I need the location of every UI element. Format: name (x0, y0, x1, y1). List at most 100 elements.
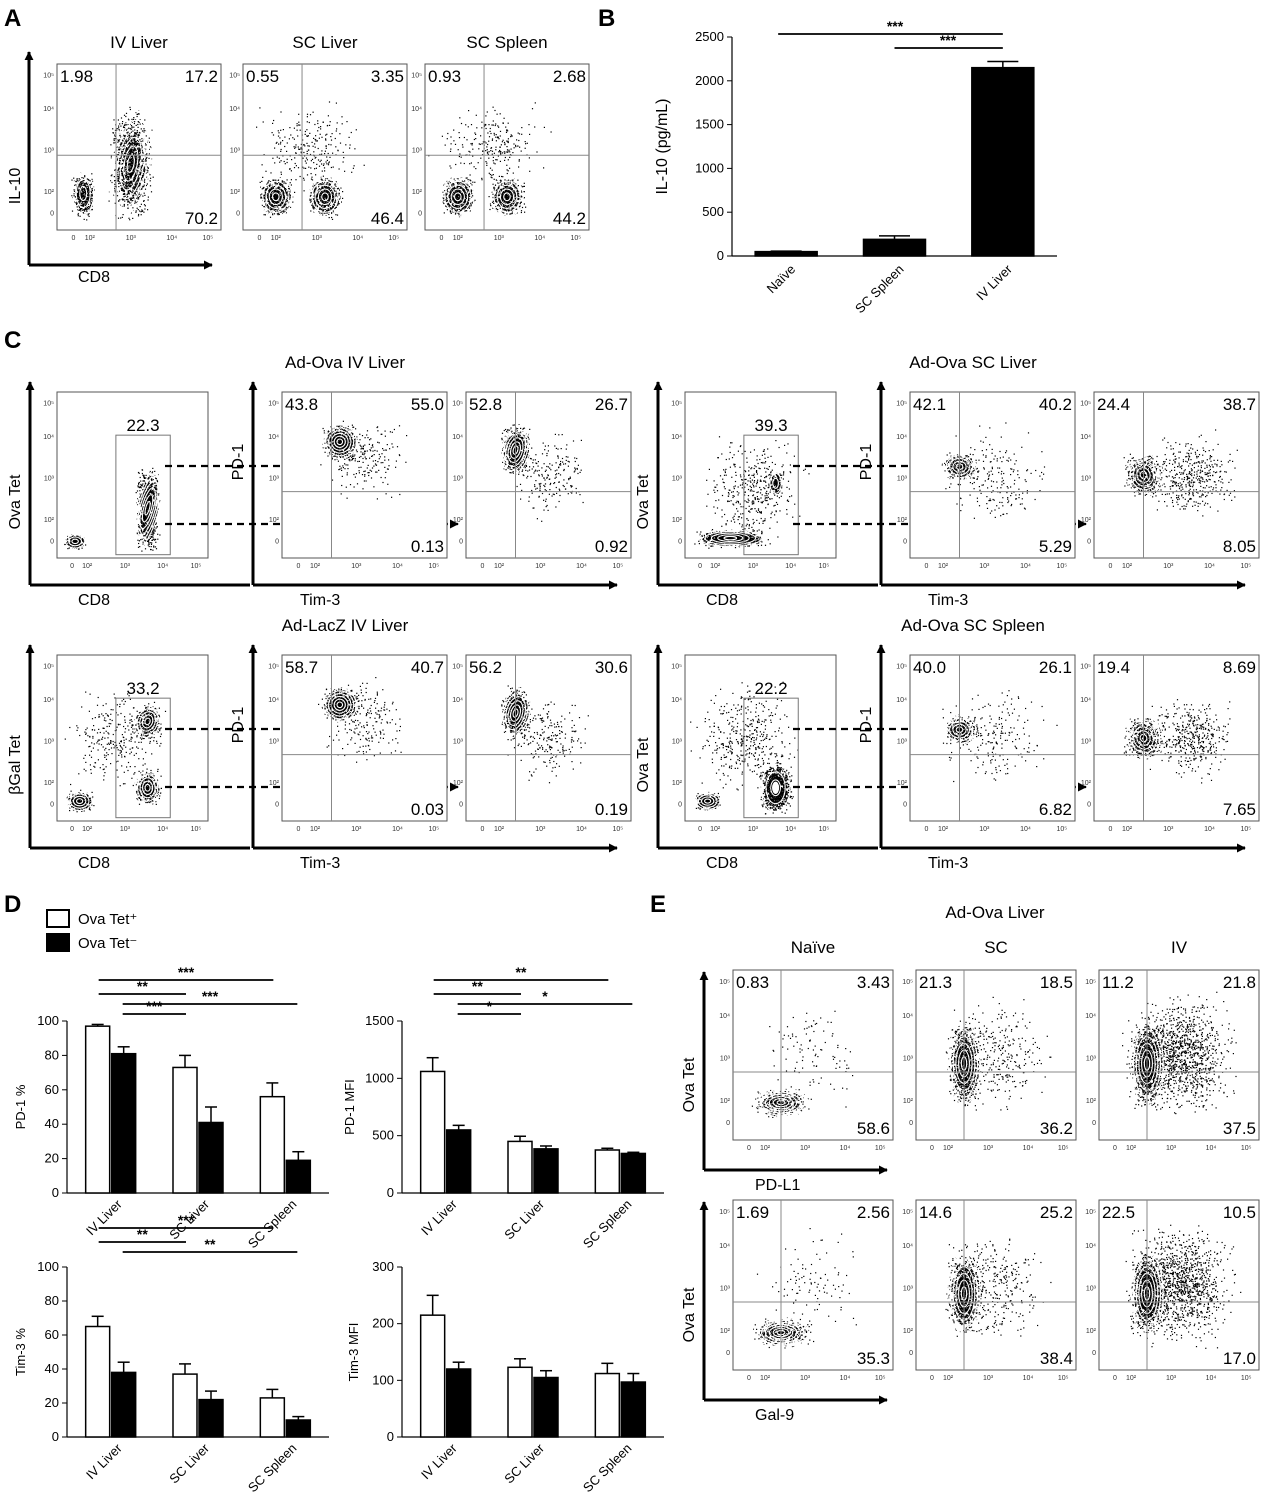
event-dot (81, 177, 83, 179)
event-dot (121, 139, 124, 141)
axis-label-cd8: CD8 (78, 269, 110, 286)
event-dot (325, 161, 327, 163)
event-dot (128, 164, 130, 166)
event-dot (307, 145, 309, 147)
event-dot (130, 142, 132, 145)
event-dot (124, 124, 126, 126)
event-dot (290, 134, 292, 136)
event-dot (133, 187, 135, 190)
event-dot (120, 170, 122, 172)
event-dot (128, 146, 130, 148)
event-dot (506, 198, 508, 200)
event-dot (132, 188, 134, 190)
event-dot (147, 167, 149, 169)
event-dot (135, 180, 138, 182)
event-dot (271, 132, 273, 134)
event-dot (113, 119, 115, 121)
event-dot (117, 176, 119, 178)
event-dot (139, 123, 141, 125)
event-dot (136, 207, 138, 209)
event-dot (278, 181, 280, 184)
event-dot (325, 147, 327, 149)
event-dot (113, 138, 115, 140)
event-dot (91, 195, 93, 197)
event-dot (126, 179, 128, 181)
event-dot (285, 200, 287, 203)
contour-ring (75, 178, 91, 209)
event-dot (518, 193, 520, 195)
event-dot (145, 157, 147, 159)
event-dot (80, 189, 82, 191)
event-dot (128, 119, 130, 121)
event-dot (319, 212, 321, 214)
event-dot (122, 166, 124, 168)
event-dot (281, 184, 283, 187)
event-dot (458, 181, 460, 183)
event-dot (450, 212, 452, 214)
event-dot (118, 140, 120, 142)
event-dot (129, 144, 132, 146)
event-dot (288, 193, 290, 195)
event-dot (148, 157, 150, 159)
event-dot (322, 191, 324, 193)
event-dot (79, 202, 81, 204)
event-dot (138, 167, 140, 169)
event-dot (330, 136, 332, 138)
event-dot (77, 198, 79, 200)
event-dot (71, 195, 73, 197)
event-dot (332, 210, 334, 212)
event-dot (127, 185, 129, 187)
event-dot (133, 134, 135, 136)
event-dot (84, 189, 86, 191)
event-dot (466, 177, 468, 179)
event-dot (125, 151, 127, 153)
event-dot (276, 201, 278, 203)
event-dot (455, 195, 457, 197)
event-dot (264, 198, 267, 200)
event-dot (134, 164, 136, 166)
event-dot (116, 155, 118, 157)
event-dot (326, 156, 328, 158)
event-dot (333, 204, 335, 206)
event-dot (500, 202, 502, 204)
event-dot (338, 168, 340, 170)
event-dot (464, 192, 466, 194)
panel-letter-a: A (4, 5, 21, 32)
event-dot (135, 210, 137, 212)
event-dot (273, 200, 275, 202)
event-dot (143, 184, 145, 186)
event-dot (319, 133, 321, 135)
event-dot (121, 142, 123, 144)
event-dot (133, 122, 135, 125)
event-dot (82, 180, 84, 183)
event-dot (144, 194, 146, 196)
event-dot (314, 123, 316, 126)
event-dot (459, 196, 461, 198)
event-dot (88, 186, 90, 188)
event-dot (133, 195, 135, 197)
event-dot (502, 208, 504, 210)
event-dot (149, 185, 152, 187)
event-dot (505, 195, 507, 197)
event-dot (86, 198, 88, 200)
event-dot (293, 138, 295, 140)
event-dot (264, 190, 267, 192)
event-dot (126, 149, 128, 151)
event-dot (78, 183, 81, 185)
event-dot (78, 193, 80, 195)
event-dot (284, 211, 286, 213)
event-dot (464, 180, 466, 182)
event-dot (142, 175, 144, 178)
event-dot (150, 177, 152, 179)
event-dot (455, 163, 457, 166)
event-dot (138, 174, 140, 176)
event-dot (141, 174, 143, 177)
event-dot (273, 190, 275, 192)
event-dot (275, 142, 277, 144)
event-dot (127, 156, 129, 158)
event-dot (133, 180, 135, 182)
event-dot (520, 211, 522, 214)
event-dot (122, 179, 124, 181)
event-dot (271, 198, 273, 201)
